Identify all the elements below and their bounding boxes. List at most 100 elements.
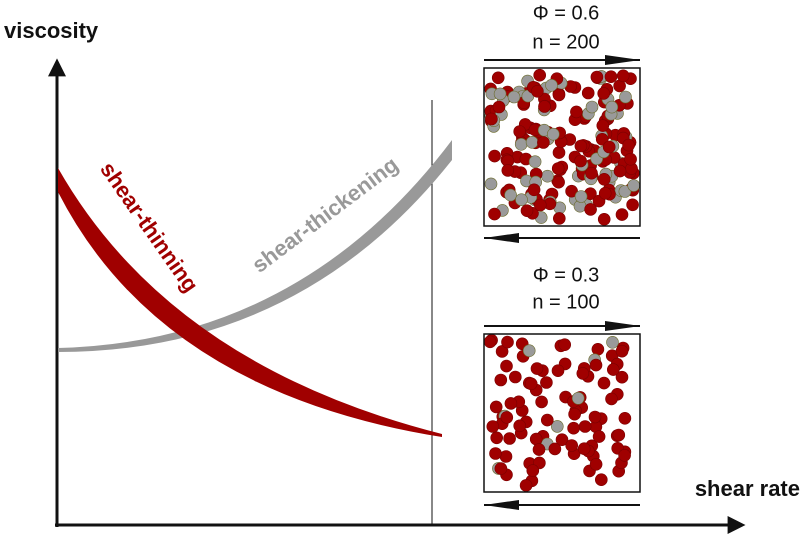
particle [524,377,538,391]
particle [493,87,507,101]
particle [483,335,497,349]
particle [519,479,533,492]
shear-thickening-curve [58,140,452,352]
particle [507,90,521,104]
particle [594,473,608,487]
particle [606,335,619,349]
panel-n: n = 100 [532,291,599,313]
particle [540,376,553,389]
particle [500,359,513,373]
particle [622,138,635,152]
particle [499,450,513,463]
particle [484,177,498,191]
particle [574,154,587,168]
particle [515,193,528,206]
particle [576,367,590,380]
particle [627,179,641,192]
particle [581,86,595,100]
particle [501,335,514,349]
particle [619,90,632,104]
particle [525,136,539,149]
particle [522,344,536,358]
particle [492,100,506,114]
particle [585,166,598,180]
particle [589,457,603,471]
particle [584,203,597,216]
particle [550,420,564,433]
particle [504,397,518,410]
particle [612,428,626,442]
particle [551,162,565,175]
particle [531,85,544,98]
particle [533,68,547,82]
particle [485,112,498,126]
particle [533,198,547,212]
particles [483,333,632,492]
particle [606,363,620,376]
particle [626,198,639,212]
particle [526,464,540,477]
particle [565,184,578,198]
particle [520,204,534,217]
particle [495,345,509,358]
particle [588,410,602,424]
particle [597,213,611,226]
particle [613,164,627,178]
particle [615,208,629,221]
particle [503,432,516,445]
particle [500,411,514,424]
particle [504,188,517,202]
x-label: shear rate [695,476,800,501]
particle [597,173,611,186]
particle [494,462,508,475]
particle [508,370,522,384]
particle [488,149,501,163]
particle [590,70,604,84]
particle [565,439,579,452]
particle [567,421,580,435]
particle [558,338,572,352]
particle [585,100,599,114]
particle [513,125,527,138]
particle [532,443,546,456]
particle [615,370,629,384]
arrow-head [605,321,640,331]
particle [591,342,605,356]
particle [605,392,618,406]
particle [602,140,616,154]
particle [541,169,554,183]
particle [618,185,632,198]
particle [552,88,566,102]
particle [589,358,603,372]
particle [578,420,592,433]
particle [574,190,588,203]
particle [540,413,554,427]
particle [592,430,606,443]
panel-phi: Φ = 0.6 [533,2,600,24]
particles [484,68,641,226]
arrow-head [605,55,640,65]
particle [597,87,611,100]
particle [537,136,550,149]
particle [618,448,631,462]
curve-label: shear-thinning [95,157,203,296]
particle [597,376,611,390]
y-label: viscosity [4,18,99,43]
particle [624,152,637,166]
particle [513,419,527,433]
particle [490,431,504,445]
particle [501,164,515,177]
particle [494,373,508,387]
particle [596,119,610,132]
particle [546,127,560,141]
particle [528,155,542,168]
particle [535,395,548,409]
particle [605,100,619,114]
panel-phi: Φ = 0.3 [533,264,600,286]
particle [570,105,583,119]
particle [514,138,528,151]
particle [571,391,585,405]
arrow-head [484,233,519,243]
particle [574,139,588,153]
panel-box [483,333,641,493]
